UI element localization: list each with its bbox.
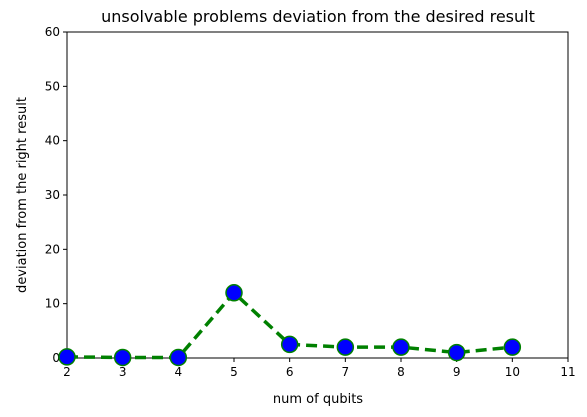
- chart-title: unsolvable problems deviation from the d…: [101, 7, 535, 26]
- x-tick-label: 10: [505, 365, 520, 379]
- data-point: [113, 348, 132, 367]
- y-axis-label: deviation from the right result: [15, 97, 30, 293]
- x-axis-label: num of qubits: [273, 392, 363, 407]
- y-tick-label: 0: [52, 351, 60, 365]
- x-tick-label: 4: [175, 365, 183, 379]
- x-tick-label: 9: [453, 365, 461, 379]
- y-tick-label: 10: [45, 297, 60, 311]
- y-tick-label: 20: [45, 242, 60, 256]
- y-tick-label: 40: [45, 134, 60, 148]
- data-point: [280, 335, 299, 354]
- x-tick-label: 2: [63, 365, 71, 379]
- plot-frame: [66, 31, 569, 359]
- data-point: [336, 338, 355, 356]
- data-point: [447, 343, 466, 362]
- x-tick-label: 8: [397, 365, 405, 379]
- y-tick-label: 30: [45, 188, 60, 202]
- x-tick-label: 5: [230, 365, 238, 379]
- plot-area: 2 3 4 5 6 7 8 9 10 11 0 10 20 30 40 50 60: [45, 25, 576, 379]
- x-tick-label: 11: [560, 365, 575, 379]
- y-tick-label: 50: [45, 79, 60, 93]
- y-tick-label: 60: [45, 25, 60, 39]
- data-point: [225, 284, 243, 302]
- x-tick-label: 7: [342, 365, 350, 379]
- x-tick-label: 3: [119, 365, 127, 379]
- x-tick-label: 6: [286, 365, 294, 379]
- data-point: [503, 338, 522, 356]
- data-point: [392, 338, 410, 356]
- data-point: [169, 348, 188, 367]
- data-point: [58, 348, 76, 366]
